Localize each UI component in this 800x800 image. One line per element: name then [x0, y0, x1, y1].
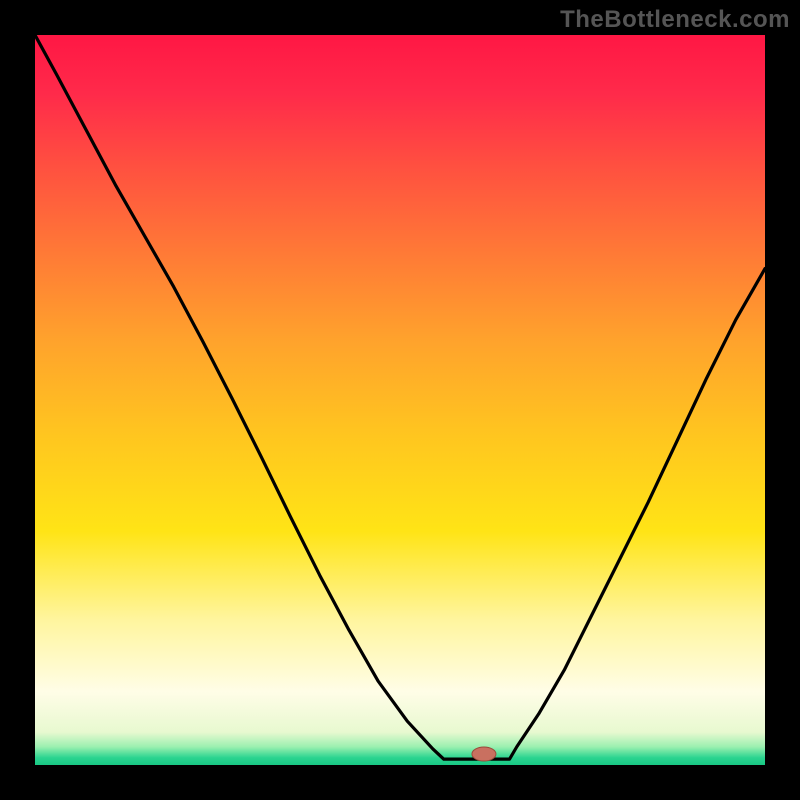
chart-frame: TheBottleneck.com	[0, 0, 800, 800]
gradient-background	[35, 35, 765, 765]
plot-area	[35, 35, 765, 765]
optimum-marker	[472, 747, 496, 761]
watermark-text: TheBottleneck.com	[560, 6, 790, 34]
bottleneck-chart-svg	[35, 35, 765, 765]
